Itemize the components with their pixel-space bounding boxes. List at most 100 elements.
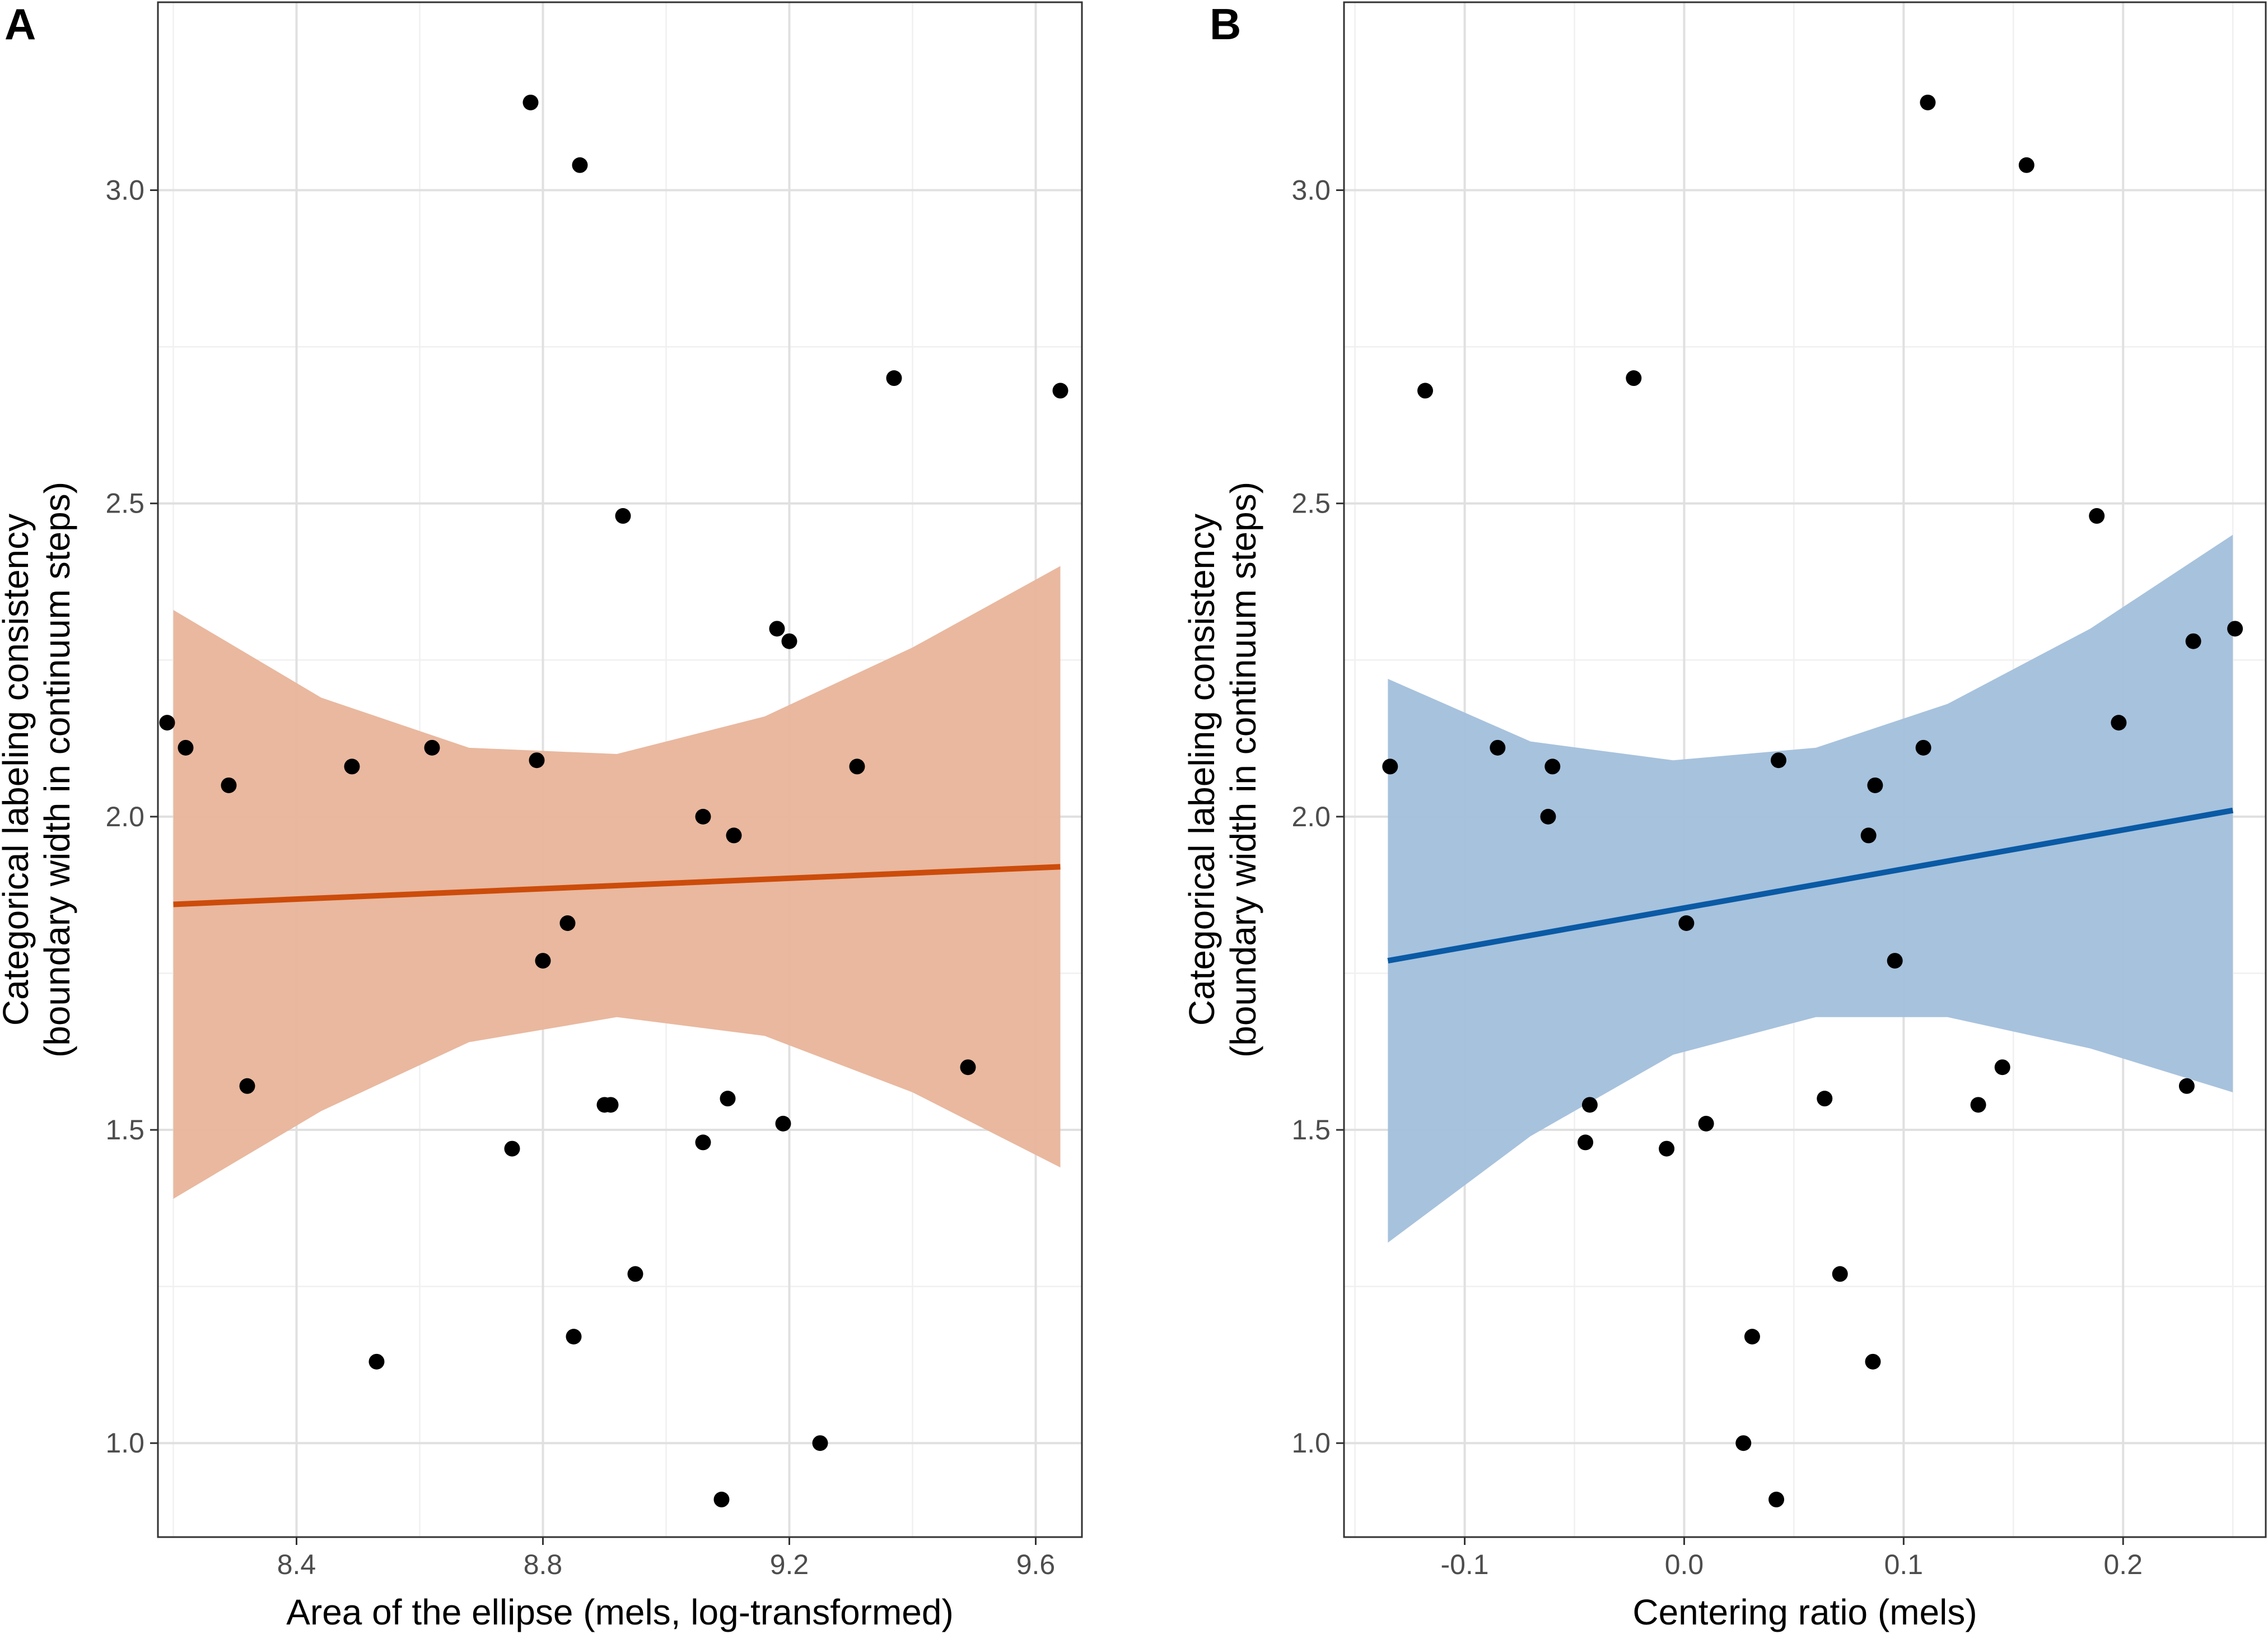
- panel-b-y-tick-label: 2.0: [1291, 801, 1331, 832]
- panel-a-regression-line: [173, 864, 1061, 907]
- panel-a-x-tick-label: 9.2: [770, 1549, 809, 1580]
- panel-b-data-point: [1735, 1435, 1752, 1451]
- panel-b-data-point: [1417, 383, 1434, 399]
- panel-a-data-point: [522, 94, 539, 110]
- panel-a-data-point: [720, 1091, 736, 1107]
- panel-b-data-point: [1544, 758, 1561, 775]
- panel-a-y-tick-label: 2.0: [105, 801, 144, 832]
- panel-a-data-point: [603, 1097, 619, 1113]
- panel-b-data-point: [1578, 1134, 1594, 1151]
- panel-a-data-point: [713, 1491, 730, 1507]
- panel-b-regression-line: [1387, 807, 2234, 964]
- panel-b-y-axis-title-line1: Categorical labeling consistency: [1182, 514, 1222, 1026]
- panel-a-data-point: [559, 915, 576, 931]
- panel-b-data-point: [2227, 621, 2243, 637]
- panel-a-confidence-band: [173, 566, 1061, 1199]
- panel-b-y-tick-label: 2.5: [1291, 488, 1331, 519]
- panel-a-data-point: [504, 1140, 520, 1157]
- panel-a-data-point: [781, 633, 797, 649]
- panel-b-data-point: [1865, 1353, 1881, 1370]
- panel-b-data-point: [2178, 1078, 2195, 1094]
- panel-b: B -0.1 0.0 0.1 0.2 1.0 1.5 2.0 2.5 3.0 Centering…: [1182, 0, 2267, 1632]
- panel-b-data-point: [1915, 739, 1931, 756]
- panel-a-data-point: [695, 1134, 711, 1151]
- panel-a-data-point: [344, 758, 360, 775]
- panel-a-data-point: [535, 953, 551, 969]
- panel-b-data-point: [1382, 758, 1398, 775]
- panel-b-data-point: [1817, 1091, 1833, 1107]
- panel-b-data-point: [1920, 94, 1936, 110]
- panel-a-points: [159, 94, 1068, 1507]
- panel-b-data-point: [1832, 1266, 1848, 1282]
- panel-a-data-point: [424, 739, 440, 756]
- panel-b-ci-band-layer: [1388, 534, 2233, 1243]
- panel-b-data-point: [1768, 1491, 1785, 1507]
- panel-a-data-point: [178, 739, 194, 756]
- panel-a-y-tick-label: 1.0: [105, 1427, 144, 1459]
- panel-b-data-point: [1540, 808, 1556, 825]
- panel-a-data-point: [812, 1435, 828, 1451]
- panel-b-y-axis-title-line2: (boundary width in continuum steps): [1223, 482, 1263, 1058]
- panel-b-y-tick-label: 1.0: [1291, 1427, 1331, 1459]
- panel-b-ticks: -0.1 0.0 0.1 0.2 1.0 1.5 2.0 2.5 3.0: [1291, 175, 2143, 1580]
- panel-b-data-point: [1626, 370, 1642, 387]
- panel-a-data-point: [695, 808, 711, 825]
- panel-a-fit-line-layer: [173, 864, 1061, 907]
- panel-a-data-point: [239, 1078, 255, 1094]
- panel-b-data-point: [2111, 715, 2127, 731]
- panel-a-label: A: [4, 0, 36, 49]
- panel-a-data-point: [849, 758, 865, 775]
- panel-b-x-tick-label: 0.1: [1884, 1549, 1924, 1580]
- panel-a-x-tick-label: 9.6: [1016, 1549, 1056, 1580]
- panel-b-data-point: [2185, 633, 2201, 649]
- panel-b-y-tick-label: 1.5: [1291, 1114, 1331, 1146]
- panel-b-x-tick-label: 0.0: [1665, 1549, 1704, 1580]
- panel-a-border: [157, 1, 1083, 1538]
- panel-a-data-point: [627, 1266, 643, 1282]
- panel-b-data-point: [1698, 1115, 1714, 1132]
- panel-b-fit-line-layer: [1387, 807, 2234, 964]
- panel-a-data-point: [566, 1329, 582, 1345]
- panel-a-x-tick-label: 8.8: [524, 1549, 563, 1580]
- panel-b-data-point: [1770, 752, 1786, 769]
- panel-b-data-point: [1867, 777, 1883, 793]
- panel-b-y-tick-label: 3.0: [1291, 175, 1331, 206]
- panel-a-data-point: [1052, 383, 1068, 399]
- panel-a-y-tick-label: 1.5: [105, 1114, 144, 1146]
- panel-a-data-point: [159, 715, 175, 731]
- panel-a-data-point: [221, 777, 237, 793]
- panel-b-border: [1343, 1, 2267, 1538]
- panel-a-y-axis-title-line1: Categorical labeling consistency: [0, 514, 36, 1026]
- panel-b-data-point: [1970, 1097, 1986, 1113]
- panel-b-x-tick-label: 0.2: [2104, 1549, 2143, 1580]
- panel-a-data-point: [775, 1115, 791, 1132]
- panel-b-data-point: [1994, 1059, 2010, 1076]
- panel-a-data-point: [368, 1353, 385, 1370]
- panel-a-data-point: [960, 1059, 976, 1076]
- panel-a-data-point: [615, 508, 631, 524]
- panel-b-data-point: [1744, 1329, 1760, 1345]
- panel-a: A 8.4 8.8 9.2 9.6 1.0 1.5 2.0 2.5 3.0 Area of th…: [0, 0, 1083, 1632]
- panel-b-x-tick-label: -0.1: [1440, 1549, 1488, 1580]
- panel-a-y-tick-label: 2.5: [105, 488, 144, 519]
- panel-b-points: [1382, 94, 2243, 1507]
- panel-b-data-point: [1659, 1140, 1675, 1157]
- panel-a-y-axis-title-line2: (boundary width in continuum steps): [37, 482, 77, 1058]
- panel-b-data-point: [1887, 953, 1903, 969]
- panel-a-ticks: 8.4 8.8 9.2 9.6 1.0 1.5 2.0 2.5 3.0: [105, 175, 1055, 1580]
- panel-a-data-point: [886, 370, 902, 387]
- panel-b-data-point: [1490, 739, 1506, 756]
- panel-b-data-point: [2089, 508, 2105, 524]
- panel-a-y-tick-label: 3.0: [105, 175, 144, 206]
- panel-a-x-tick-label: 8.4: [277, 1549, 316, 1580]
- panel-a-x-axis-title: Area of the ellipse (mels, log-transform…: [286, 1592, 954, 1632]
- panel-b-data-point: [1678, 915, 1695, 931]
- panel-a-data-point: [726, 827, 742, 844]
- panel-a-data-point: [529, 752, 545, 769]
- panel-b-label: B: [1210, 0, 1241, 49]
- panel-b-data-point: [2018, 157, 2034, 173]
- panel-b-x-axis-title: Centering ratio (mels): [1632, 1592, 1977, 1632]
- panel-a-data-point: [572, 157, 588, 173]
- panel-b-confidence-band: [1388, 534, 2233, 1243]
